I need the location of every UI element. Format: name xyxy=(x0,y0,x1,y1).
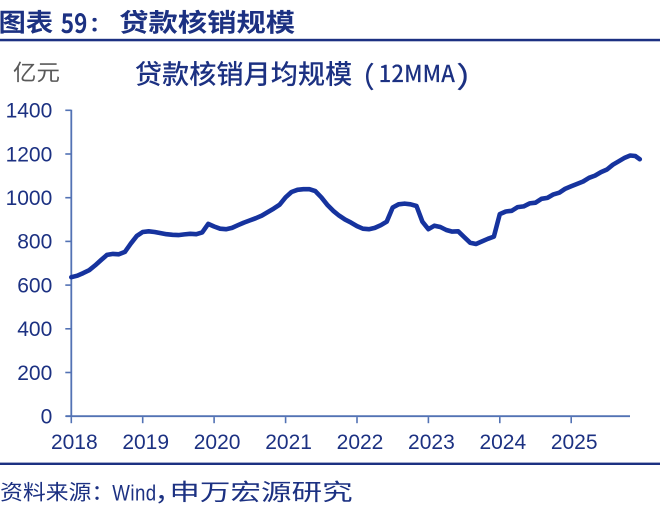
svg-text:200: 200 xyxy=(17,362,52,385)
svg-text:1200: 1200 xyxy=(6,143,53,166)
svg-text:2021: 2021 xyxy=(265,431,312,454)
svg-text:2023: 2023 xyxy=(408,431,455,454)
svg-text:400: 400 xyxy=(17,318,52,341)
svg-text:2019: 2019 xyxy=(122,431,169,454)
svg-text:Wind: Wind xyxy=(112,482,156,506)
svg-text:600: 600 xyxy=(17,274,52,297)
svg-text:1000: 1000 xyxy=(6,187,53,210)
svg-text:2018: 2018 xyxy=(51,431,98,454)
svg-text:2022: 2022 xyxy=(337,431,384,454)
svg-text:1400: 1400 xyxy=(6,100,53,123)
svg-text:800: 800 xyxy=(17,231,52,254)
svg-text:2025: 2025 xyxy=(551,431,598,454)
svg-text:2024: 2024 xyxy=(479,431,526,454)
svg-text:2020: 2020 xyxy=(194,431,241,454)
svg-text:0: 0 xyxy=(41,406,53,429)
